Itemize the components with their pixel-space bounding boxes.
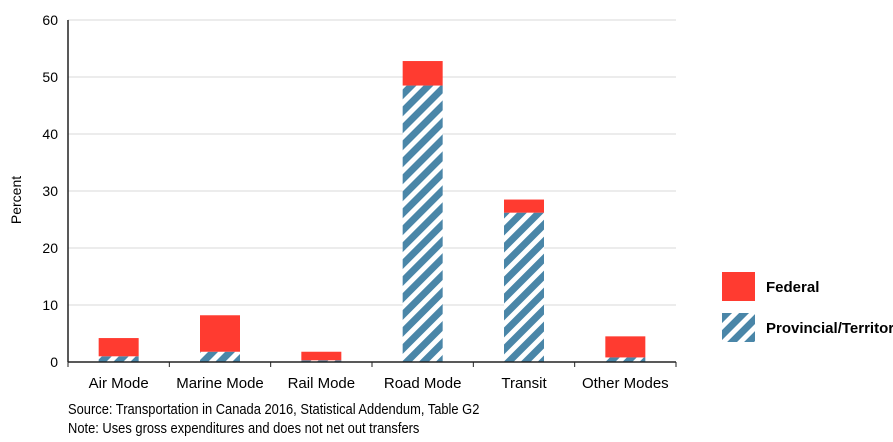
y-axis-ticks: 0 10 20 30 40 50 60 — [42, 12, 58, 370]
y-tick-label: 10 — [42, 297, 58, 313]
gridlines — [68, 20, 676, 305]
bar-federal — [200, 315, 240, 351]
bar-federal — [403, 61, 443, 86]
legend-swatch — [722, 272, 755, 301]
bar-federal — [504, 200, 544, 213]
bar-provincial-territorial — [403, 86, 443, 362]
y-tick-label: 20 — [42, 240, 58, 256]
bar-federal — [605, 336, 645, 357]
x-tick-label: Marine Mode — [176, 375, 264, 392]
legend-label: Federal — [766, 279, 819, 296]
legend: Federal Provincial/Territorial — [722, 272, 893, 342]
transfers-note: Note: Uses gross expenditures and does n… — [68, 419, 479, 438]
bars — [99, 61, 646, 362]
bar-provincial-territorial — [504, 213, 544, 362]
bar-provincial-territorial — [99, 356, 139, 362]
x-tick-label: Road Mode — [384, 375, 462, 392]
legend-label: Provincial/Territorial — [766, 320, 893, 337]
bar-federal — [99, 338, 139, 356]
y-tick-label: 0 — [50, 354, 58, 370]
source-note: Source: Transportation in Canada 2016, S… — [68, 400, 479, 419]
x-tick-label: Other Modes — [582, 375, 669, 392]
y-axis-label: Percent — [8, 176, 24, 224]
y-tick-label: 60 — [42, 12, 58, 28]
x-axis-labels: Air Mode Marine Mode Rail Mode Road Mode Tra… — [68, 362, 676, 392]
legend-swatch — [722, 313, 755, 342]
y-tick-label: 30 — [42, 183, 58, 199]
x-tick-label: Rail Mode — [288, 375, 356, 392]
y-tick-label: 50 — [42, 69, 58, 85]
bar-provincial-territorial — [200, 352, 240, 362]
bar-federal — [301, 352, 341, 361]
y-tick-label: 40 — [42, 126, 58, 142]
x-tick-label: Transit — [501, 375, 547, 392]
chart-notes: Source: Transportation in Canada 2016, S… — [68, 400, 479, 438]
x-tick-label: Air Mode — [89, 375, 149, 392]
